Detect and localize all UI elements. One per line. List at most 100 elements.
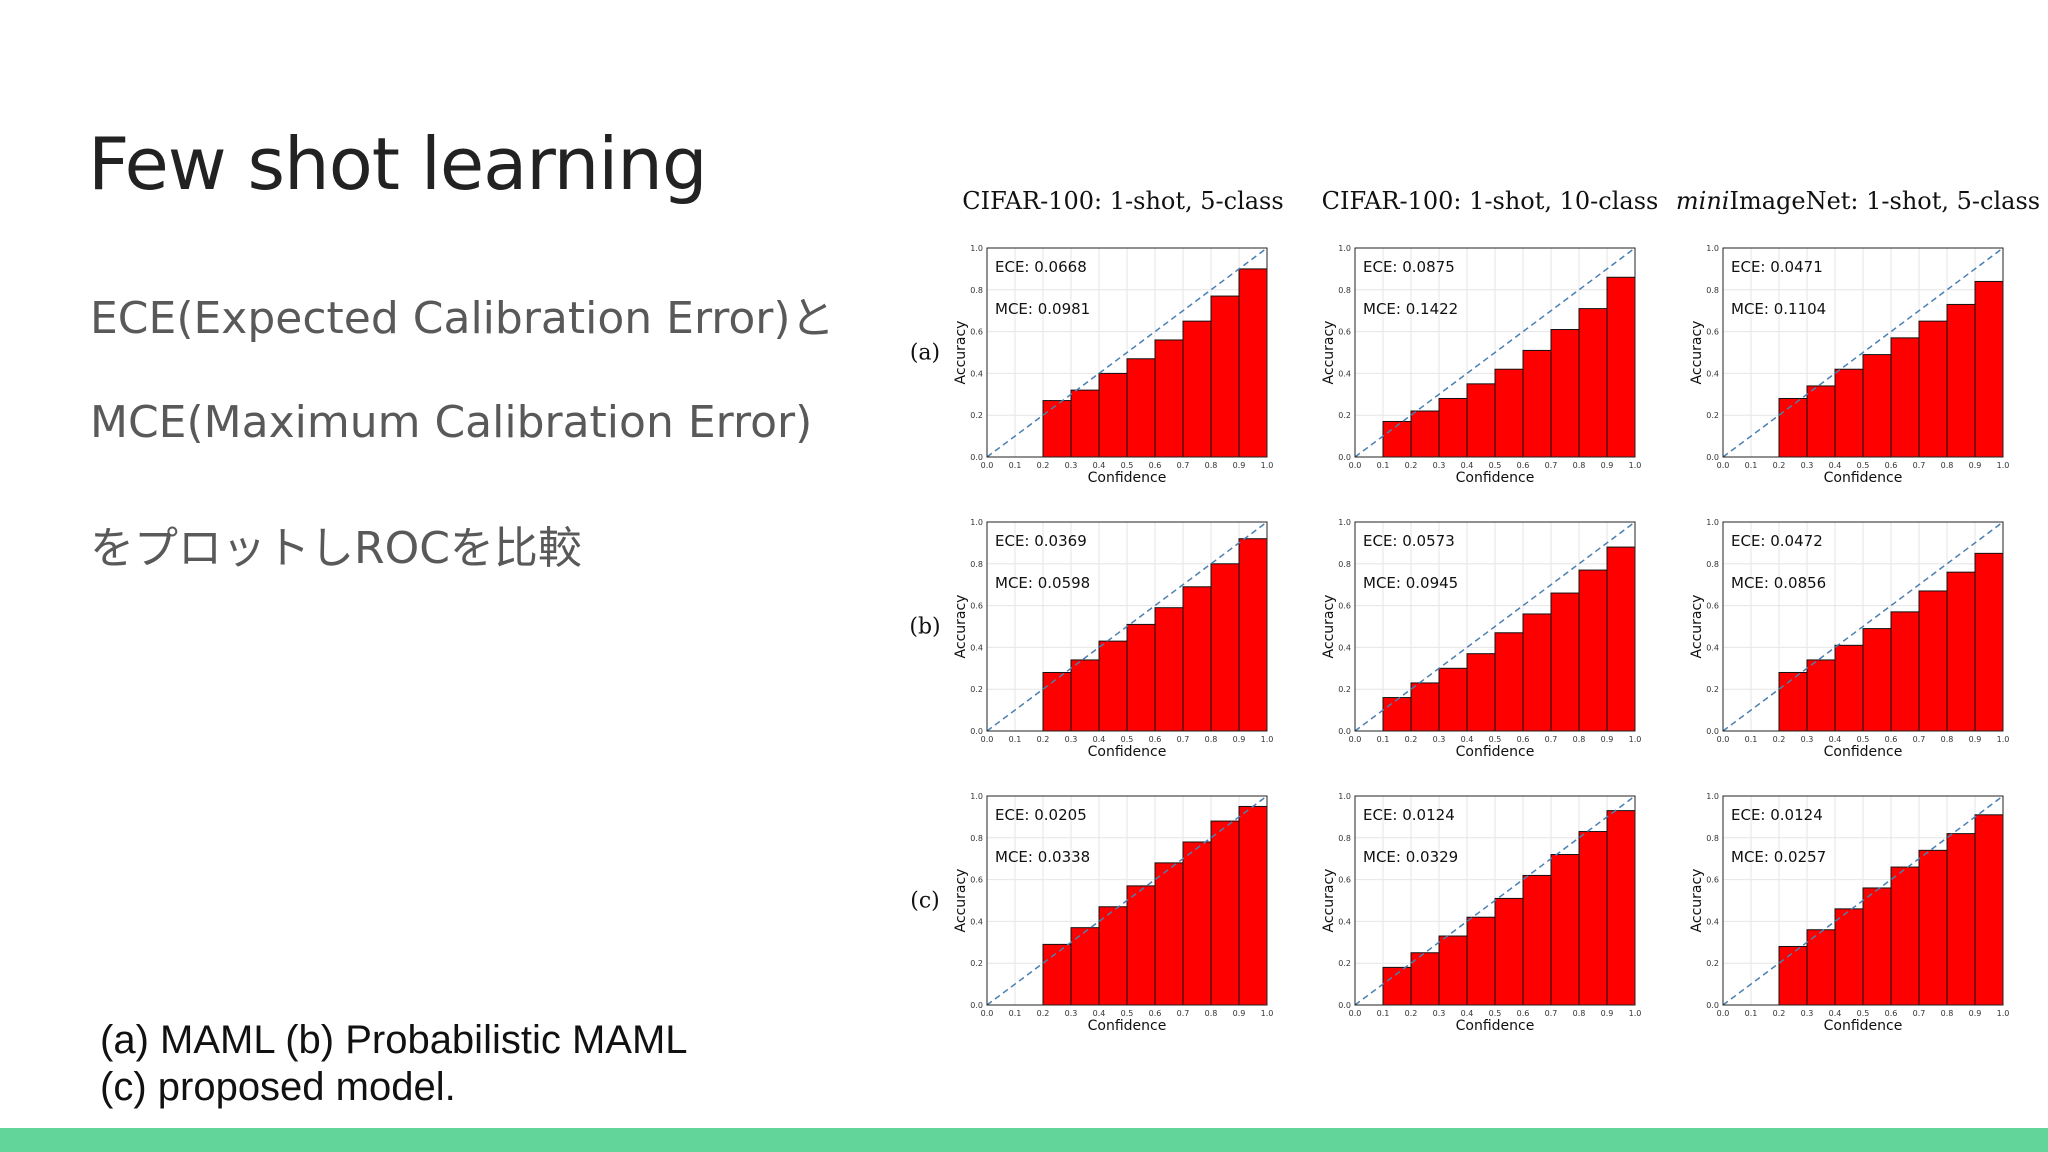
x-tick-label: 1.0 xyxy=(1261,735,1274,744)
x-tick-label: 0.0 xyxy=(981,461,994,470)
y-tick-label: 0.0 xyxy=(970,1001,983,1010)
accuracy-bar xyxy=(1126,885,1156,1006)
x-tick-label: 0.1 xyxy=(1745,461,1758,470)
axes-frame xyxy=(1354,521,1636,732)
diagonal-line xyxy=(1354,795,1636,1006)
x-tick-label: 0.1 xyxy=(1745,1009,1758,1018)
x-tick-label: 0.0 xyxy=(1717,461,1730,470)
x-tick-label: 1.0 xyxy=(1629,1009,1642,1018)
mce-annotation: MCE: 0.0945 xyxy=(1363,574,1458,592)
accuracy-bar xyxy=(1834,908,1864,1006)
x-tick-label: 0.8 xyxy=(1573,1009,1586,1018)
ece-annotation: ECE: 0.0205 xyxy=(995,806,1087,824)
y-tick-label: 0.2 xyxy=(1706,959,1719,968)
x-tick-label: 0.9 xyxy=(1233,1009,1246,1018)
y-tick-label: 0.0 xyxy=(1338,453,1351,462)
x-tick-label: 0.4 xyxy=(1093,461,1106,470)
x-tick-label: 0.4 xyxy=(1461,461,1474,470)
x-tick-label: 0.4 xyxy=(1461,735,1474,744)
accuracy-bar xyxy=(1070,659,1100,732)
x-axis-label: Confidence xyxy=(1088,470,1167,486)
y-tick-label: 0.2 xyxy=(970,959,983,968)
x-tick-label: 0.0 xyxy=(1717,1009,1730,1018)
x-tick-label: 0.1 xyxy=(1009,461,1022,470)
accuracy-bar xyxy=(1210,820,1240,1006)
y-tick-label: 0.4 xyxy=(970,917,983,926)
caption-legend-line-2: (c) proposed model. xyxy=(100,1065,456,1109)
x-tick-label: 0.5 xyxy=(1121,1009,1134,1018)
x-tick-label: 0.8 xyxy=(1573,735,1586,744)
ece-annotation: ECE: 0.0668 xyxy=(995,258,1087,276)
mce-annotation: MCE: 0.0257 xyxy=(1731,848,1826,866)
x-tick-label: 0.4 xyxy=(1093,735,1106,744)
x-tick-label: 1.0 xyxy=(1261,461,1274,470)
accuracy-bar xyxy=(1098,372,1128,458)
accuracy-bar xyxy=(1778,945,1808,1006)
x-tick-label: 0.6 xyxy=(1885,461,1898,470)
x-tick-label: 0.1 xyxy=(1009,735,1022,744)
diagonal-line xyxy=(1722,247,2004,458)
calibration-panel: 0.0 0.1 0.2 0.3 0.4 0.5 0.6 0.7 0.8 0.9 1.0 0.0 0.2 0… xyxy=(1689,244,2009,486)
x-tick-label: 0.7 xyxy=(1177,461,1190,470)
x-tick-label: 0.1 xyxy=(1377,461,1390,470)
accuracy-bar xyxy=(1382,420,1412,458)
accuracy-bar xyxy=(1522,613,1552,732)
x-tick-label: 0.5 xyxy=(1489,735,1502,744)
x-tick-label: 0.7 xyxy=(1545,735,1558,744)
accuracy-bar xyxy=(1522,349,1552,458)
x-tick-label: 1.0 xyxy=(1629,461,1642,470)
x-tick-label: 0.4 xyxy=(1829,1009,1842,1018)
y-tick-label: 0.6 xyxy=(1706,328,1719,337)
accuracy-bar xyxy=(1550,592,1580,732)
accuracy-bar xyxy=(1070,389,1100,458)
x-tick-label: 1.0 xyxy=(1997,461,2010,470)
accuracy-bar xyxy=(1042,943,1072,1006)
accuracy-bar xyxy=(1042,400,1072,458)
x-tick-label: 0.9 xyxy=(1601,1009,1614,1018)
accuracy-bar xyxy=(1918,320,1948,458)
x-tick-label: 0.5 xyxy=(1857,1009,1870,1018)
y-tick-label: 0.8 xyxy=(1338,286,1351,295)
accuracy-bar xyxy=(1578,569,1608,732)
x-axis-label: Confidence xyxy=(1088,744,1167,760)
accuracy-bar xyxy=(1182,841,1212,1006)
x-tick-label: 0.8 xyxy=(1573,461,1586,470)
accuracy-bar xyxy=(1946,571,1976,732)
ece-annotation: ECE: 0.0369 xyxy=(995,532,1087,550)
x-tick-label: 0.6 xyxy=(1149,1009,1162,1018)
ece-annotation: ECE: 0.0573 xyxy=(1363,532,1455,550)
y-tick-label: 1.0 xyxy=(970,792,983,801)
accuracy-bar xyxy=(1182,320,1212,458)
accuracy-bar xyxy=(1974,280,2004,458)
diagonal-line xyxy=(986,795,1268,1006)
x-tick-label: 0.9 xyxy=(1233,461,1246,470)
accuracy-bar xyxy=(1834,368,1864,458)
axes-frame xyxy=(986,795,1268,1006)
y-tick-label: 0.6 xyxy=(1338,328,1351,337)
accuracy-bar xyxy=(1578,308,1608,458)
x-tick-label: 0.4 xyxy=(1829,461,1842,470)
accuracy-bar xyxy=(1238,268,1268,458)
x-tick-label: 0.4 xyxy=(1461,1009,1474,1018)
accuracy-bar xyxy=(1606,810,1636,1006)
accuracy-bar xyxy=(1042,671,1072,732)
accuracy-bar xyxy=(1126,358,1156,458)
accuracy-bar xyxy=(1890,611,1920,732)
x-tick-label: 0.9 xyxy=(1969,1009,1982,1018)
x-tick-label: 0.0 xyxy=(981,735,994,744)
column-title: miniImageNet: 1-shot, 5-class xyxy=(1676,187,2040,215)
x-tick-label: 0.6 xyxy=(1517,735,1530,744)
x-tick-label: 0.0 xyxy=(981,1009,994,1018)
x-tick-label: 0.9 xyxy=(1233,735,1246,744)
x-tick-label: 0.7 xyxy=(1913,1009,1926,1018)
accuracy-bar xyxy=(1154,607,1184,732)
x-tick-label: 0.2 xyxy=(1405,461,1418,470)
accuracy-bar xyxy=(1862,354,1892,458)
accuracy-bar xyxy=(1466,383,1496,458)
accuracy-bar xyxy=(1494,897,1524,1006)
accuracy-bar xyxy=(1606,276,1636,458)
diagonal-line xyxy=(1722,795,2004,1006)
x-axis-label: Confidence xyxy=(1824,744,1903,760)
x-tick-label: 0.2 xyxy=(1037,735,1050,744)
accuracy-bar xyxy=(1778,671,1808,732)
